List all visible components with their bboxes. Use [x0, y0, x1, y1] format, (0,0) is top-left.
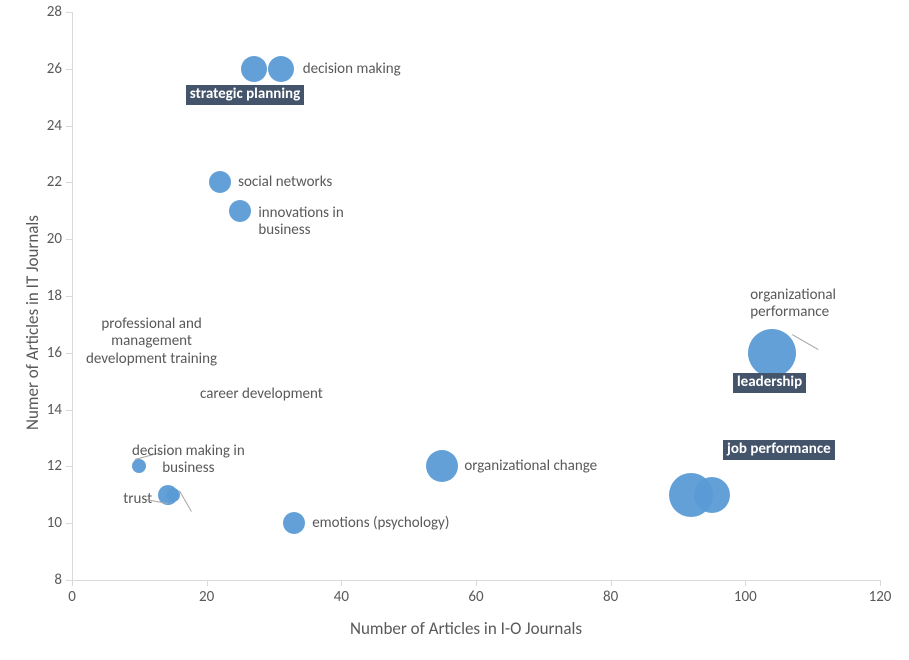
data-label: decision making [303, 61, 401, 78]
x-tick-mark [745, 580, 746, 586]
data-label: decision making inbusiness [132, 443, 245, 478]
y-tick-label: 20 [32, 230, 62, 248]
y-tick-mark [66, 523, 72, 524]
bubble [241, 56, 267, 82]
y-tick-mark [66, 580, 72, 581]
y-tick-mark [66, 182, 72, 183]
data-label: career development [200, 386, 323, 403]
y-tick-mark [66, 12, 72, 13]
x-tick-label: 60 [456, 588, 496, 606]
bubble-chart: Numer of Articles in IT Journals Number … [0, 0, 909, 660]
bubble [268, 56, 294, 82]
y-tick-mark [66, 466, 72, 467]
y-tick-label: 28 [32, 3, 62, 21]
y-tick-mark [66, 126, 72, 127]
y-tick-label: 10 [32, 514, 62, 532]
bubble [669, 473, 713, 517]
x-tick-mark [72, 580, 73, 586]
x-tick-mark [341, 580, 342, 586]
y-tick-label: 26 [32, 60, 62, 78]
y-tick-label: 8 [32, 571, 62, 589]
y-tick-label: 14 [32, 401, 62, 419]
data-label: professional andmanagementdevelopment tr… [86, 316, 217, 368]
x-tick-label: 20 [187, 588, 227, 606]
y-tick-label: 24 [32, 117, 62, 135]
y-tick-label: 12 [32, 457, 62, 475]
y-tick-mark [66, 239, 72, 240]
x-tick-mark [611, 580, 612, 586]
data-label: organizational change [464, 458, 597, 475]
bubble [229, 200, 251, 222]
bubble [209, 171, 231, 193]
y-tick-mark [66, 353, 72, 354]
x-tick-label: 80 [591, 588, 631, 606]
y-tick-mark [66, 296, 72, 297]
x-tick-mark [880, 580, 881, 586]
data-label: innovations inbusiness [258, 205, 343, 240]
data-label: social networks [238, 174, 332, 191]
y-tick-label: 18 [32, 287, 62, 305]
y-tick-mark [66, 69, 72, 70]
x-tick-label: 100 [725, 588, 765, 606]
y-axis-line [72, 12, 73, 580]
y-tick-mark [66, 410, 72, 411]
x-tick-mark [476, 580, 477, 586]
data-label-highlight: strategic planning [186, 85, 304, 105]
y-tick-label: 22 [32, 173, 62, 191]
x-tick-label: 40 [321, 588, 361, 606]
data-label-highlight: job performance [723, 440, 835, 460]
y-tick-label: 16 [32, 344, 62, 362]
data-label: emotions (psychology) [312, 515, 449, 532]
data-label: organizationalperformance [750, 287, 836, 322]
x-axis-title: Number of Articles in I-O Journals [350, 618, 582, 639]
bubble [748, 329, 796, 377]
x-tick-label: 120 [860, 588, 900, 606]
leader-line [792, 334, 818, 350]
x-tick-label: 0 [52, 588, 92, 606]
data-label-highlight: leadership [733, 373, 806, 393]
bubble [283, 512, 305, 534]
bubble [426, 450, 458, 482]
leader-line [179, 490, 192, 511]
x-tick-mark [207, 580, 208, 586]
